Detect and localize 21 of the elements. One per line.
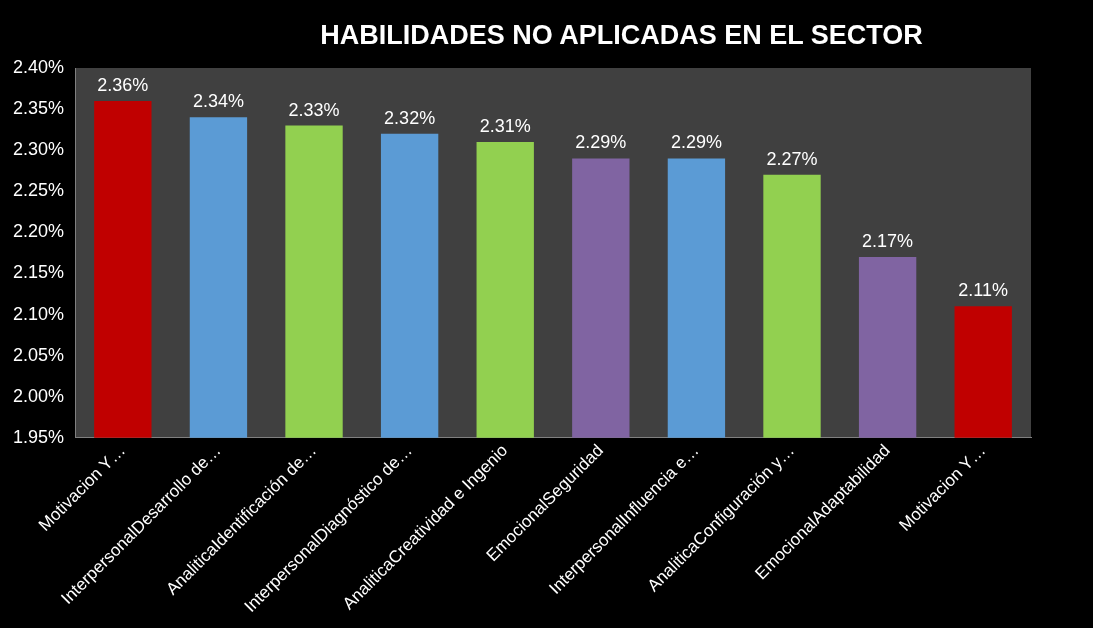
y-tick-label: 2.10%: [12, 303, 65, 324]
data-label: 2.11%: [958, 280, 1009, 301]
y-tick-label: 1.95%: [12, 426, 65, 447]
y-tick-label: 2.00%: [12, 385, 65, 406]
data-label: 2.32%: [384, 107, 436, 128]
data-label: 2.34%: [192, 91, 244, 112]
data-label: 2.33%: [288, 99, 340, 120]
data-label: 2.27%: [766, 148, 818, 169]
y-tick-label: 2.35%: [12, 98, 65, 119]
data-label: 2.29%: [670, 132, 722, 153]
data-label: 2.31%: [479, 115, 531, 136]
y-tick-label: 2.05%: [12, 344, 65, 365]
data-label: 2.29%: [575, 132, 627, 153]
y-tick-label: 2.40%: [12, 56, 65, 77]
y-tick-label: 2.25%: [12, 180, 65, 201]
data-label: 2.17%: [862, 231, 914, 252]
y-tick-label: 2.30%: [12, 139, 65, 160]
data-label: 2.36%: [97, 74, 149, 95]
y-tick-label: 2.15%: [12, 262, 65, 283]
chart-title: HABILIDADES NO APLICADAS EN EL SECTOR: [319, 20, 924, 51]
y-tick-label: 2.20%: [12, 221, 65, 242]
